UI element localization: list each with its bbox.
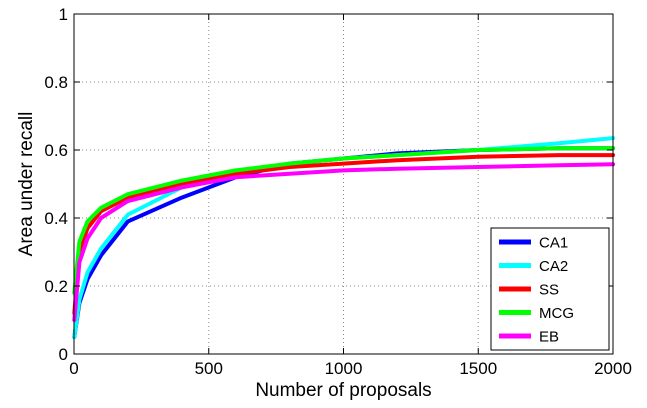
- legend-label-mcg: MCG: [539, 305, 574, 322]
- x-tick-label: 1000: [325, 359, 363, 378]
- x-tick-label: 500: [195, 359, 223, 378]
- legend-label-eb: EB: [539, 329, 559, 346]
- series-line-mcg: [72, 146, 615, 295]
- y-tick-label: 0: [59, 345, 68, 364]
- axis-ticks: 0 500 1000 1500 2000 0 0.2 0.4 0.6 0.8 1: [44, 5, 632, 378]
- y-axis-label: Area under recall: [16, 112, 37, 257]
- x-tick-label: 0: [69, 359, 78, 378]
- y-tick-label: 1: [59, 5, 68, 24]
- series-line-eb: [72, 162, 615, 322]
- legend-label-ca2: CA2: [539, 258, 568, 275]
- x-tick-label: 1500: [459, 359, 497, 378]
- y-tick-label: 0.8: [44, 73, 68, 92]
- x-axis-label: Number of proposals: [255, 380, 431, 401]
- y-tick-label: 0.4: [44, 209, 68, 228]
- series-lines: [72, 136, 615, 339]
- series-line-ss: [72, 153, 615, 316]
- legend-label-ss: SS: [539, 282, 559, 299]
- y-tick-label: 0.6: [44, 141, 68, 160]
- x-tick-label: 2000: [594, 359, 632, 378]
- legend: CA1 CA2 SS MCG EB: [490, 227, 610, 351]
- y-tick-label: 0.2: [44, 277, 68, 296]
- legend-label-ca1: CA1: [539, 235, 568, 252]
